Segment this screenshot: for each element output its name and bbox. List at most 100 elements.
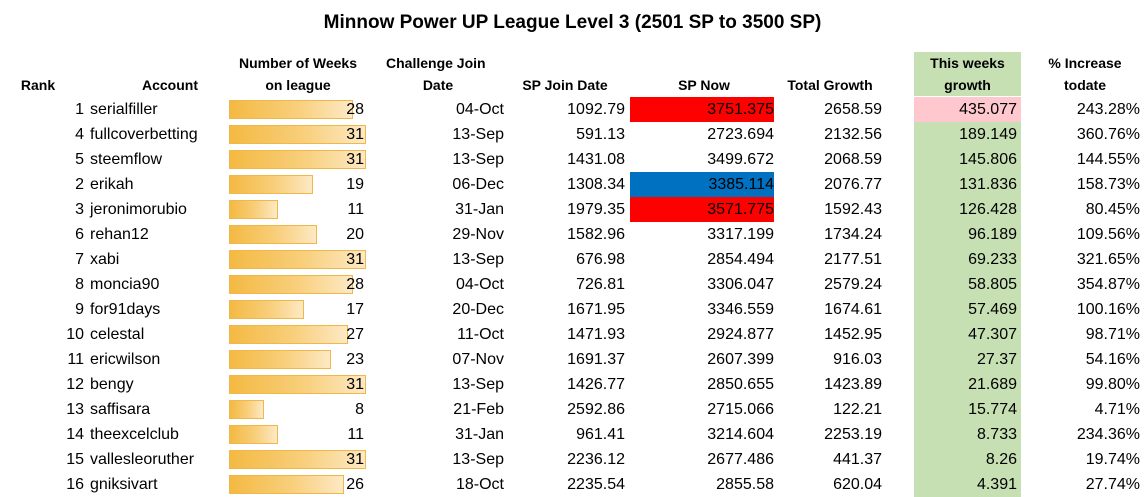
weeks-cell: 23: [346, 351, 364, 368]
weeks-cell: 17: [346, 301, 364, 318]
join-date-cell: 31-Jan: [455, 201, 504, 218]
header-increase-line2: todate: [1064, 77, 1106, 93]
increase-cell: 80.45%: [1085, 201, 1140, 218]
weeks-data-bar: [229, 375, 366, 394]
weeks-data-bar: [229, 200, 278, 219]
account-cell: jeronimorubio: [90, 201, 187, 218]
week-growth-cell: 4.391: [914, 472, 1021, 497]
join-date-cell: 31-Jan: [455, 426, 504, 443]
total-growth-cell: 2579.24: [824, 276, 882, 293]
account-cell: ericwilson: [90, 351, 161, 368]
weeks-data-bar: [229, 325, 348, 344]
increase-cell: 27.74%: [1085, 476, 1140, 493]
rank-cell: 9: [75, 301, 84, 318]
weeks-cell: 31: [346, 151, 364, 168]
header-join-line1: Challenge Join: [386, 55, 486, 71]
sp-join-cell: 1431.08: [567, 151, 625, 168]
join-date-cell: 04-Oct: [455, 101, 504, 118]
total-growth-cell: 2068.59: [824, 151, 882, 168]
increase-cell: 354.87%: [1076, 276, 1140, 293]
weeks-data-bar: [229, 125, 366, 144]
account-cell: for91days: [90, 301, 161, 318]
week-growth-cell: 131.836: [914, 172, 1021, 197]
sp-now-cell: 3385.114: [630, 172, 774, 197]
total-growth-cell: 2132.56: [824, 126, 882, 143]
rank-cell: 12: [66, 376, 84, 393]
increase-cell: 234.36%: [1076, 426, 1140, 443]
weeks-data-bar: [229, 425, 278, 444]
total-growth-cell: 1734.24: [824, 226, 882, 243]
weeks-data-bar: [229, 250, 366, 269]
table-row: 6 rehan12 20 29-Nov 1582.96 3317.199 1734.24 96…: [0, 222, 1145, 247]
weeks-cell: 31: [346, 126, 364, 143]
weeks-cell: 26: [346, 476, 364, 493]
sp-join-cell: 1691.37: [567, 351, 625, 368]
sp-join-cell: 2235.54: [567, 476, 625, 493]
week-growth-cell: 57.469: [914, 297, 1021, 322]
sp-join-cell: 1582.96: [567, 226, 625, 243]
rank-cell: 3: [75, 201, 84, 218]
join-date-cell: 13-Sep: [452, 451, 504, 468]
sp-now-cell: 3317.199: [707, 226, 774, 243]
total-growth-cell: 620.04: [833, 476, 882, 493]
league-title: Minnow Power UP League Level 3 (2501 SP …: [323, 12, 822, 33]
sp-now-cell: 2850.655: [707, 376, 774, 393]
table-row: 16 gniksivart 26 18-Oct 2235.54 2855.58 620.04…: [0, 472, 1145, 497]
weeks-cell: 11: [347, 426, 364, 443]
join-date-cell: 07-Nov: [452, 351, 504, 368]
increase-cell: 98.71%: [1085, 326, 1140, 343]
join-date-cell: 06-Dec: [452, 176, 504, 193]
total-growth-cell: 441.37: [833, 451, 882, 468]
sp-join-cell: 1671.95: [567, 301, 625, 318]
sp-join-cell: 676.98: [576, 251, 625, 268]
rank-cell: 5: [75, 151, 84, 168]
weeks-data-bar: [229, 225, 317, 244]
sp-join-cell: 961.41: [576, 426, 625, 443]
week-growth-cell: 21.689: [914, 372, 1021, 397]
total-growth-cell: 122.21: [833, 401, 882, 418]
join-date-cell: 18-Oct: [455, 476, 504, 493]
total-growth-cell: 2076.77: [824, 176, 882, 193]
weeks-cell: 28: [346, 276, 364, 293]
week-growth-cell: 8.26: [914, 447, 1021, 472]
sp-join-cell: 1471.93: [567, 326, 625, 343]
join-date-cell: 13-Sep: [452, 376, 504, 393]
rank-cell: 8: [75, 276, 84, 293]
increase-cell: 54.16%: [1085, 351, 1140, 368]
header-sp-join: SP Join Date: [522, 77, 608, 93]
sp-now-cell: 2607.399: [707, 351, 774, 368]
table-row: 14 theexcelclub 11 31-Jan 961.41 3214.604 2253…: [0, 422, 1145, 447]
join-date-cell: 29-Nov: [452, 226, 504, 243]
join-date-cell: 04-Oct: [455, 276, 504, 293]
table-row: 9 for91days 17 20-Dec 1671.95 3346.559 1674.61…: [0, 297, 1145, 322]
total-growth-cell: 2177.51: [824, 251, 882, 268]
sp-join-cell: 1426.77: [567, 376, 625, 393]
table-row: 5 steemflow 31 13-Sep 1431.08 3499.672 2068.59…: [0, 147, 1145, 172]
rank-cell: 15: [66, 451, 84, 468]
sp-now-cell: 3499.672: [707, 151, 774, 168]
week-growth-cell: 189.149: [914, 122, 1021, 147]
header-sp-now: SP Now: [678, 77, 730, 93]
sp-now-cell: 3346.559: [707, 301, 774, 318]
week-growth-cell: 435.077: [914, 97, 1021, 122]
weeks-data-bar: [229, 275, 353, 294]
increase-cell: 100.16%: [1076, 301, 1140, 318]
table-row: 4 fullcoverbetting 31 13-Sep 591.13 2723.694 2…: [0, 122, 1145, 147]
sp-now-cell: 2715.066: [707, 401, 774, 418]
weeks-cell: 20: [346, 226, 364, 243]
increase-cell: 144.55%: [1076, 151, 1140, 168]
account-cell: theexcelclub: [90, 426, 179, 443]
join-date-cell: 11-Oct: [457, 326, 504, 343]
weeks-cell: 28: [346, 101, 364, 118]
rank-cell: 13: [66, 401, 84, 418]
total-growth-cell: 1674.61: [824, 301, 882, 318]
rank-cell: 16: [66, 476, 84, 493]
total-growth-cell: 1592.43: [824, 201, 882, 218]
account-cell: moncia90: [90, 276, 160, 293]
header-week-growth-line2: growth: [944, 77, 991, 93]
header-weeks-line1: Number of Weeks: [239, 55, 357, 71]
header-increase: % Increase todate: [1030, 52, 1140, 96]
increase-cell: 243.28%: [1076, 101, 1140, 118]
account-cell: steemflow: [90, 151, 163, 168]
header-week-growth-line1: This weeks: [930, 55, 1005, 71]
